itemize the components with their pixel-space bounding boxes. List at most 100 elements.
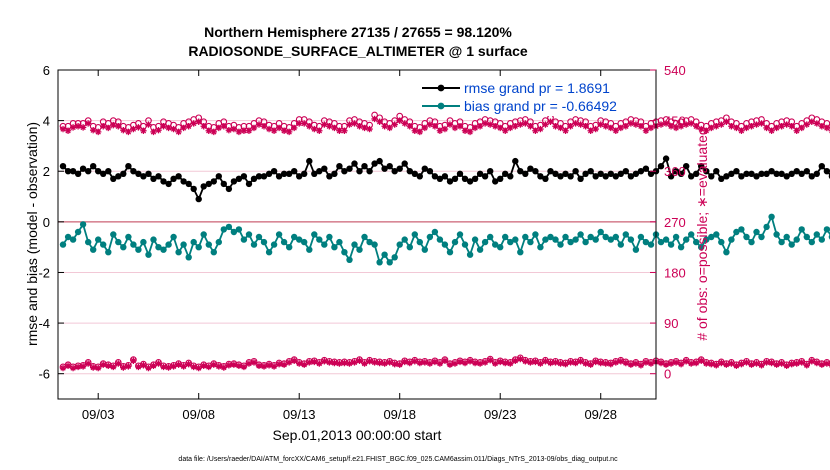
obs-evaluated-marker	[270, 363, 278, 370]
obs-evaluated-marker	[436, 360, 444, 367]
obs-evaluated-marker	[708, 124, 715, 132]
obs-evaluated-marker	[738, 127, 745, 134]
data-point	[607, 236, 614, 243]
obs-evaluated-marker	[110, 363, 117, 371]
data-point	[155, 244, 162, 251]
data-point	[753, 228, 760, 236]
obs-evaluated-marker	[698, 125, 705, 133]
data-point	[381, 165, 388, 172]
series-3	[59, 115, 830, 136]
data-point	[612, 173, 619, 180]
obs-evaluated-marker	[627, 120, 635, 127]
data-point	[326, 233, 333, 241]
obs-evaluated-marker	[105, 362, 112, 370]
data-point	[406, 168, 413, 175]
data-point	[773, 231, 780, 238]
data-point	[311, 231, 318, 238]
data-point	[150, 236, 157, 243]
obs-evaluated-marker	[195, 364, 202, 372]
obs-evaluated-marker	[687, 360, 695, 367]
obs-evaluated-marker	[64, 362, 72, 370]
data-point	[190, 185, 197, 193]
data-point	[351, 241, 358, 248]
data-point	[240, 236, 248, 243]
obs-evaluated-marker	[451, 124, 459, 132]
obs-evaluated-marker	[622, 359, 630, 367]
obs-evaluated-marker	[557, 360, 564, 367]
data-point	[230, 228, 238, 236]
data-point	[150, 175, 157, 182]
data-point	[185, 254, 192, 261]
obs-evaluated-marker	[783, 362, 790, 370]
data-point	[657, 238, 665, 246]
y-tick-label: 6	[43, 63, 50, 78]
data-point	[748, 238, 755, 246]
data-point	[74, 170, 82, 177]
data-point	[451, 238, 459, 246]
data-point	[361, 163, 368, 170]
obs-evaluated-marker	[416, 359, 424, 367]
data-point	[386, 259, 393, 266]
obs-evaluated-marker	[768, 127, 775, 134]
data-point	[255, 233, 263, 241]
obs-evaluated-marker	[89, 364, 97, 371]
data-point	[265, 249, 273, 256]
x-tick-label: 09/08	[182, 407, 215, 422]
data-point	[376, 157, 383, 165]
data-point	[140, 238, 147, 246]
obs-evaluated-marker	[386, 124, 393, 132]
data-point	[778, 170, 785, 177]
data-point	[331, 170, 338, 177]
obs-evaluated-marker	[180, 363, 187, 370]
obs-evaluated-marker	[125, 128, 132, 136]
obs-evaluated-marker	[150, 128, 157, 136]
obs-evaluated-marker	[693, 123, 700, 130]
data-point	[587, 233, 594, 241]
data-point	[85, 238, 92, 246]
obs-evaluated-marker	[682, 121, 690, 128]
data-point	[572, 168, 579, 175]
data-point	[768, 213, 775, 220]
y-tick-label: 0	[43, 215, 50, 230]
data-point	[592, 173, 599, 180]
obs-evaluated-marker	[617, 124, 625, 132]
obs-evaluated-marker	[366, 125, 373, 133]
data-point	[718, 238, 725, 246]
data-point	[728, 236, 735, 243]
obs-evaluated-marker	[587, 361, 594, 368]
series-group	[59, 111, 830, 372]
obs-evaluated-marker	[64, 127, 72, 134]
data-point	[250, 175, 258, 182]
data-point	[200, 231, 207, 238]
data-point	[280, 238, 288, 246]
obs-evaluated-marker	[220, 364, 228, 371]
obs-evaluated-marker	[95, 128, 102, 136]
obs-evaluated-marker	[396, 117, 403, 124]
data-point	[346, 165, 353, 172]
data-point	[793, 236, 800, 243]
obs-evaluated-marker	[290, 357, 298, 364]
obs-evaluated-marker	[406, 123, 413, 130]
obs-evaluated-marker	[396, 361, 403, 368]
data-point	[567, 238, 574, 246]
data-point	[90, 246, 97, 253]
obs-evaluated-marker	[306, 359, 313, 366]
obs-evaluated-marker	[693, 359, 700, 367]
data-point	[657, 163, 665, 170]
obs-evaluated-marker	[512, 357, 519, 364]
data-point	[723, 249, 730, 256]
data-point	[446, 178, 454, 185]
data-point	[215, 173, 222, 180]
data-point	[120, 244, 127, 251]
data-point	[336, 238, 343, 246]
data-point	[100, 241, 107, 248]
data-point	[788, 241, 795, 248]
obs-evaluated-marker	[285, 128, 293, 136]
data-point	[90, 163, 97, 170]
obs-evaluated-marker	[205, 363, 212, 371]
data-point	[587, 168, 594, 175]
obs-evaluated-marker	[547, 118, 554, 125]
obs-evaluated-marker	[381, 123, 388, 130]
obs-evaluated-marker	[190, 363, 197, 371]
obs-evaluated-marker	[195, 118, 202, 125]
